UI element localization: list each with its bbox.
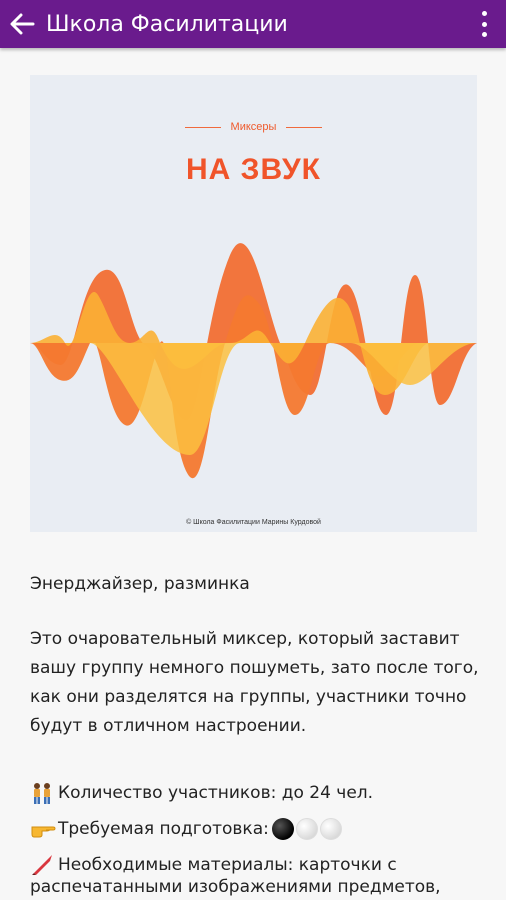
category-label: Энерджайзер, разминка bbox=[30, 574, 250, 594]
app-bar: Школа Фасилитации bbox=[0, 0, 506, 48]
divider bbox=[286, 126, 323, 128]
facts-list: Количество участников: до 24 чел. Требуе… bbox=[30, 775, 480, 897]
cover-credit: © Школа Фасилитации Марины Курдовой bbox=[186, 519, 321, 526]
level-dot-empty bbox=[295, 818, 318, 840]
back-button[interactable] bbox=[0, 0, 44, 48]
fact-materials-text: Необходимые материалы: карточки с bbox=[58, 855, 397, 875]
people-icon bbox=[30, 780, 58, 806]
more-vertical-icon bbox=[481, 11, 487, 16]
cover-subtitle-row: Миксеры bbox=[30, 121, 477, 133]
arrow-left-icon bbox=[10, 13, 35, 35]
fact-preparation: Требуемая подготовка: bbox=[30, 811, 480, 847]
level-dot-empty bbox=[319, 818, 342, 840]
sound-wave-illustration bbox=[30, 243, 477, 479]
crayon-icon bbox=[30, 852, 58, 878]
wave-yellow-lower bbox=[30, 343, 477, 455]
cover-title: НА ЗВУК bbox=[186, 153, 321, 186]
overflow-menu-button[interactable] bbox=[476, 11, 492, 37]
pointing-hand-icon bbox=[30, 816, 58, 842]
cover-image: Миксеры НА ЗВУК © Школа Фасилитации Мари… bbox=[30, 75, 477, 532]
fact-preparation-text: Требуемая подготовка: bbox=[58, 819, 269, 839]
app-title: Школа Фасилитации bbox=[46, 11, 288, 37]
fact-materials: Необходимые материалы: карточки с bbox=[30, 847, 480, 883]
fact-participants: Количество участников: до 24 чел. bbox=[30, 775, 480, 811]
preparation-level bbox=[271, 818, 342, 840]
fact-participants-text: Количество участников: до 24 чел. bbox=[58, 783, 374, 803]
cover-subtitle: Миксеры bbox=[230, 121, 277, 133]
level-dot-filled bbox=[271, 818, 294, 840]
fact-materials-continuation: распечатанными изображениями предметов, bbox=[30, 877, 441, 897]
description-text: Это очаровательный миксер, который заста… bbox=[30, 629, 479, 736]
divider bbox=[184, 126, 221, 128]
